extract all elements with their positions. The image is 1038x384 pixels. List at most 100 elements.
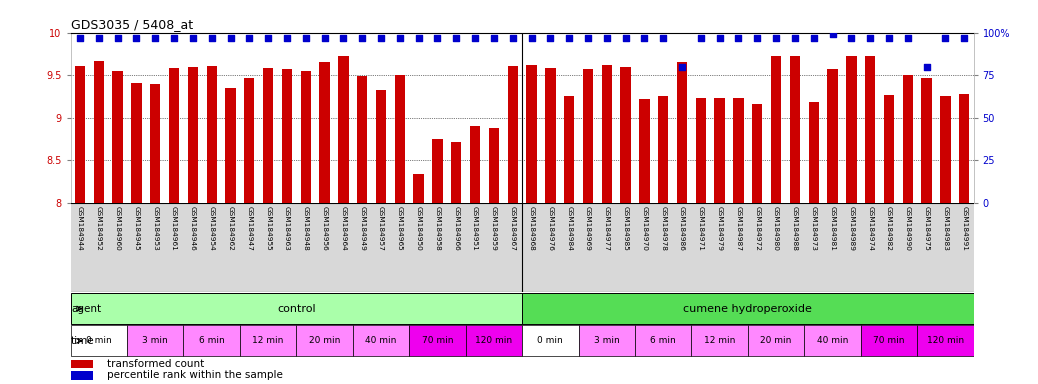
Bar bbox=[564, 96, 574, 203]
Text: 70 min: 70 min bbox=[873, 336, 905, 345]
Bar bbox=[677, 63, 687, 203]
Text: time: time bbox=[71, 336, 94, 346]
Text: GSM184974: GSM184974 bbox=[867, 205, 873, 250]
Bar bbox=[526, 65, 537, 203]
Text: 120 min: 120 min bbox=[475, 336, 513, 345]
Bar bbox=[508, 66, 518, 203]
Bar bbox=[940, 96, 951, 203]
Text: agent: agent bbox=[71, 304, 101, 314]
Text: GSM184991: GSM184991 bbox=[961, 205, 967, 251]
Point bbox=[203, 35, 220, 41]
Point bbox=[410, 35, 427, 41]
Point bbox=[674, 64, 690, 70]
Text: GSM184961: GSM184961 bbox=[171, 205, 177, 250]
Bar bbox=[621, 67, 631, 203]
Point bbox=[373, 35, 389, 41]
Bar bbox=[357, 76, 367, 203]
Text: 20 min: 20 min bbox=[309, 336, 340, 345]
Bar bbox=[903, 75, 913, 203]
Bar bbox=[71, 359, 93, 368]
Point bbox=[504, 35, 521, 41]
Text: GSM184975: GSM184975 bbox=[924, 205, 930, 250]
Text: GSM184984: GSM184984 bbox=[566, 205, 572, 250]
Bar bbox=[71, 293, 522, 324]
Bar bbox=[695, 98, 706, 203]
Text: GSM184963: GSM184963 bbox=[284, 205, 290, 250]
Bar bbox=[207, 66, 217, 203]
Text: GSM184980: GSM184980 bbox=[773, 205, 780, 251]
Bar bbox=[353, 325, 409, 356]
Bar bbox=[127, 325, 184, 356]
Point bbox=[109, 35, 126, 41]
Bar bbox=[753, 104, 763, 203]
Text: GSM184953: GSM184953 bbox=[153, 205, 158, 250]
Bar bbox=[489, 128, 499, 203]
Bar bbox=[865, 56, 875, 203]
Bar bbox=[466, 325, 522, 356]
Bar bbox=[169, 68, 180, 203]
Text: GSM184981: GSM184981 bbox=[829, 205, 836, 251]
Point bbox=[843, 35, 859, 41]
Point bbox=[711, 35, 728, 41]
Point bbox=[599, 35, 616, 41]
Text: GSM184946: GSM184946 bbox=[190, 205, 196, 250]
Point bbox=[448, 35, 465, 41]
Text: GSM184966: GSM184966 bbox=[454, 205, 459, 250]
Text: 40 min: 40 min bbox=[817, 336, 848, 345]
Text: GSM184988: GSM184988 bbox=[792, 205, 798, 251]
Point bbox=[128, 35, 144, 41]
Bar bbox=[151, 84, 161, 203]
Bar bbox=[922, 78, 932, 203]
Text: GSM184982: GSM184982 bbox=[886, 205, 892, 251]
Bar bbox=[394, 75, 405, 203]
Text: 20 min: 20 min bbox=[761, 336, 792, 345]
Text: GSM184990: GSM184990 bbox=[905, 205, 910, 251]
Point bbox=[523, 35, 540, 41]
Text: GSM184958: GSM184958 bbox=[435, 205, 440, 250]
Point bbox=[636, 35, 653, 41]
Bar bbox=[376, 90, 386, 203]
Text: GSM184987: GSM184987 bbox=[736, 205, 741, 251]
Point bbox=[278, 35, 295, 41]
Bar bbox=[714, 98, 725, 203]
Point bbox=[298, 35, 315, 41]
Bar bbox=[747, 325, 804, 356]
Point bbox=[335, 35, 352, 41]
Bar bbox=[635, 325, 691, 356]
Bar bbox=[409, 325, 466, 356]
Text: GSM184959: GSM184959 bbox=[491, 205, 497, 250]
Point bbox=[880, 35, 897, 41]
Text: GSM184952: GSM184952 bbox=[95, 205, 102, 250]
Bar bbox=[861, 325, 918, 356]
Bar bbox=[413, 174, 424, 203]
Bar bbox=[75, 66, 85, 203]
Point bbox=[354, 35, 371, 41]
Text: GSM184986: GSM184986 bbox=[679, 205, 685, 250]
Text: 0 min: 0 min bbox=[538, 336, 564, 345]
Point bbox=[222, 35, 239, 41]
Bar bbox=[301, 71, 311, 203]
Text: transformed count: transformed count bbox=[107, 359, 203, 369]
Text: GSM184964: GSM184964 bbox=[340, 205, 347, 250]
Point bbox=[561, 35, 577, 41]
Bar bbox=[281, 69, 292, 203]
Point bbox=[467, 35, 484, 41]
Text: GSM184962: GSM184962 bbox=[227, 205, 234, 250]
Text: 40 min: 40 min bbox=[365, 336, 397, 345]
Text: GSM184967: GSM184967 bbox=[510, 205, 516, 250]
Text: GSM184978: GSM184978 bbox=[660, 205, 666, 251]
Bar bbox=[320, 63, 330, 203]
Point bbox=[90, 35, 107, 41]
Point bbox=[805, 35, 822, 41]
Bar bbox=[225, 88, 236, 203]
Text: 0 min: 0 min bbox=[86, 336, 112, 345]
Text: GSM184973: GSM184973 bbox=[811, 205, 817, 250]
Point bbox=[260, 35, 276, 41]
Bar bbox=[582, 69, 593, 203]
Bar bbox=[827, 69, 838, 203]
Point bbox=[486, 35, 502, 41]
Bar bbox=[188, 67, 198, 203]
Text: GSM184947: GSM184947 bbox=[246, 205, 252, 250]
Point bbox=[787, 35, 803, 41]
Point bbox=[429, 35, 445, 41]
